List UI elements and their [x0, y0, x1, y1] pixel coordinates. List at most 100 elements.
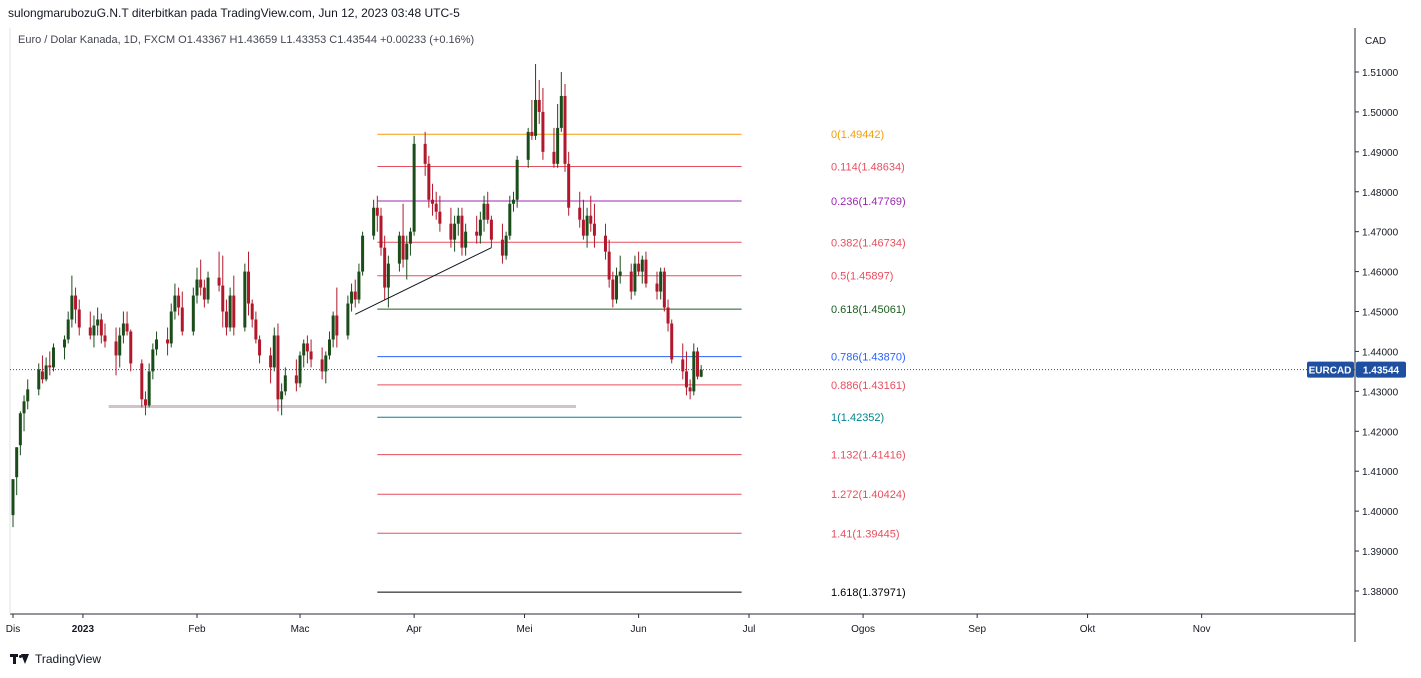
candle-body	[500, 239, 504, 256]
candle-body	[611, 279, 615, 300]
candle	[269, 347, 273, 384]
trendline-layer	[355, 247, 492, 315]
candle	[372, 199, 376, 240]
y-tick-label: 1.42000	[1362, 427, 1399, 438]
candle-body	[357, 271, 361, 300]
candle-body	[423, 143, 427, 164]
candle-body	[585, 215, 589, 236]
candle-body	[508, 203, 512, 236]
candle	[250, 299, 254, 328]
candle-body	[453, 223, 457, 240]
candle-body	[666, 307, 670, 324]
candle	[589, 195, 593, 232]
candle	[320, 347, 324, 380]
candle-body	[51, 347, 55, 368]
candle	[427, 155, 431, 208]
trendline	[355, 247, 492, 315]
candle-body	[405, 243, 409, 260]
candle-body	[537, 99, 541, 112]
candle	[383, 235, 387, 300]
candle-body	[383, 247, 387, 288]
candles-layer	[11, 64, 703, 528]
candle	[151, 343, 155, 380]
candle	[438, 195, 442, 232]
candle-body	[592, 223, 596, 236]
candle-body	[247, 271, 251, 304]
candle-body	[662, 271, 666, 308]
candle-body	[618, 271, 622, 276]
candle-body	[118, 335, 122, 356]
candle-body	[431, 199, 435, 204]
candle-body	[305, 343, 309, 352]
candle-body	[63, 339, 67, 348]
candle-body	[353, 291, 357, 300]
fib-level-label: 1.272(1.40424)	[831, 489, 906, 501]
candle-body	[637, 263, 641, 272]
candle	[504, 231, 508, 260]
candle-body	[250, 303, 254, 320]
y-tick-label: 1.45000	[1362, 308, 1399, 319]
fib-level-label: 0(1.49442)	[831, 129, 884, 141]
candle	[298, 351, 302, 388]
candle-body	[695, 351, 699, 377]
candle-body	[456, 215, 460, 224]
candle-body	[655, 283, 659, 292]
candle-body	[530, 131, 534, 136]
candle	[431, 183, 435, 216]
candle-body	[191, 295, 195, 332]
candle	[302, 339, 306, 368]
candle-body	[346, 303, 350, 336]
candle	[581, 199, 585, 240]
candle	[666, 299, 670, 332]
x-tick-label: Jun	[631, 624, 647, 635]
candle-body	[567, 163, 571, 208]
candle	[195, 267, 199, 304]
candle-body	[489, 219, 493, 240]
candle	[305, 335, 309, 364]
candle	[327, 331, 331, 360]
candle	[118, 327, 122, 368]
candle	[633, 255, 637, 296]
candle-body	[147, 371, 151, 406]
candle-body	[397, 235, 401, 264]
tradingview-brand-label: TradingView	[35, 652, 102, 666]
candle	[405, 235, 409, 280]
candle	[386, 255, 390, 308]
y-tick-label: 1.40000	[1362, 507, 1399, 518]
candle-body	[412, 143, 416, 232]
candle	[408, 227, 412, 256]
candle-body	[232, 295, 236, 328]
tradingview-logo[interactable]: TradingView	[10, 652, 101, 666]
candle-body	[699, 369, 703, 377]
candle	[26, 379, 30, 410]
candle-body	[361, 235, 365, 272]
candle	[629, 263, 633, 300]
candle-body	[276, 335, 280, 400]
candle-body	[688, 387, 692, 392]
candle-body	[504, 235, 508, 256]
candle-body	[114, 341, 118, 356]
candle-body	[18, 413, 22, 446]
candle	[294, 359, 298, 392]
fib-level-label: 0.236(1.47769)	[831, 196, 906, 208]
candle-body	[692, 351, 696, 392]
candle	[644, 251, 648, 288]
y-tick-label: 1.50000	[1362, 108, 1399, 119]
candle-body	[143, 399, 147, 406]
candle-body	[478, 219, 482, 236]
candle	[508, 195, 512, 240]
candle-body	[552, 151, 556, 164]
candle-body	[272, 335, 276, 368]
candle-body	[309, 351, 313, 360]
candle-body	[482, 203, 486, 220]
candle	[276, 323, 280, 412]
x-tick-label: Sep	[968, 624, 986, 635]
candle-body	[486, 203, 490, 220]
fib-level-label: 0.786(1.43870)	[831, 352, 906, 364]
candle	[397, 231, 401, 272]
candle	[489, 215, 493, 248]
candle-body	[320, 359, 324, 372]
candle-body	[401, 235, 405, 260]
fib-level-label: 0.382(1.46734)	[831, 237, 906, 249]
